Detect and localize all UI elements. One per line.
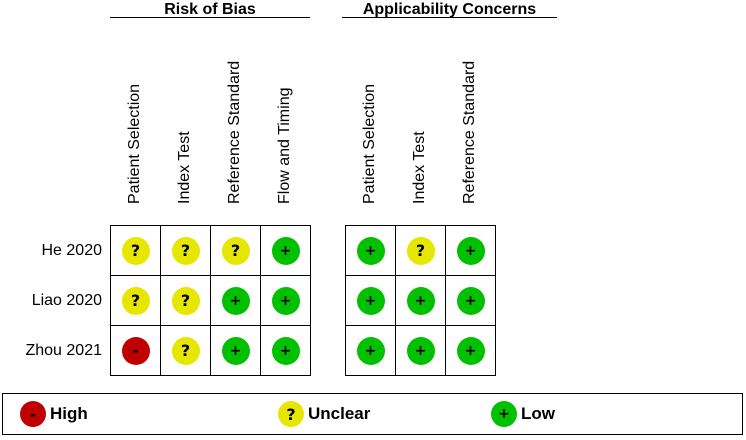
assessment-cell: + [261,226,311,276]
legend-label-high: High [50,404,88,423]
assessment-cell: + [261,326,311,376]
plus-icon: + [491,401,517,427]
assessment-cell: ? [396,226,446,276]
column-label: Index Test [176,131,193,204]
rob-column-reference-standard: Reference Standard [210,47,260,222]
plus-icon: + [356,236,385,265]
question-mark-icon: ? [406,236,435,265]
legend-label-low: Low [521,404,555,423]
legend-item-low: + Low [491,394,555,434]
minus-icon: - [20,401,46,427]
column-label: Reference Standard [461,60,478,204]
plus-icon: + [356,336,385,365]
assessment-cell: ? [161,276,211,326]
assessment-cell: + [396,326,446,376]
question-mark-icon: ? [171,236,200,265]
assessment-cell: + [346,276,396,326]
question-mark-icon: ? [121,236,150,265]
assessment-cell: ? [111,276,161,326]
applicability-column-index-test: Index Test [395,47,445,222]
assessment-cell: ? [111,226,161,276]
column-label: Index Test [411,131,428,204]
study-label: Zhou 2021 [25,342,102,359]
column-label: Patient Selection [361,83,378,204]
assessment-cell: - [111,326,161,376]
assessment-cell: + [346,226,396,276]
minus-icon: - [121,336,150,365]
assessment-cell: + [211,276,261,326]
applicability-concerns-title: Applicability Concerns [362,1,537,18]
plus-icon: + [221,286,250,315]
assessment-cell: ? [211,226,261,276]
legend: - High ? Unclear + Low [2,393,743,435]
plus-icon: + [456,336,485,365]
question-mark-icon: ? [121,286,150,315]
plus-icon: + [271,236,300,265]
plus-icon: + [271,336,300,365]
assessment-cell: + [396,276,446,326]
rob-column-flow-and-timing: Flow and Timing [260,47,310,222]
assessment-cell: + [446,326,496,376]
assessment-cell: ? [161,326,211,376]
plus-icon: + [356,286,385,315]
legend-label-unclear: Unclear [308,404,371,423]
applicability-concerns-grid: +? + + + + + + + [345,225,496,376]
question-mark-icon: ? [171,286,200,315]
question-mark-icon: ? [278,401,304,427]
assessment-cell: ? [161,226,211,276]
applicability-concerns-underline [342,17,557,18]
column-label: Patient Selection [126,83,143,204]
risk-of-bias-grid: ??? +?? + + -? + + [110,225,311,376]
assessment-cell: + [446,226,496,276]
plus-icon: + [456,286,485,315]
assessment-cell: + [211,326,261,376]
assessment-cell: + [446,276,496,326]
plus-icon: + [221,336,250,365]
legend-item-high: - High [20,394,88,434]
study-label: He 2020 [41,242,103,259]
question-mark-icon: ? [221,236,250,265]
question-mark-icon: ? [171,336,200,365]
applicability-column-patient-selection: Patient Selection [345,47,395,222]
legend-item-unclear: ? Unclear [278,394,370,434]
risk-of-bias-title: Risk of Bias [164,1,256,18]
rob-column-patient-selection: Patient Selection [110,47,160,222]
plus-icon: + [271,286,300,315]
column-label: Reference Standard [226,60,243,204]
plus-icon: + [456,236,485,265]
plus-icon: + [406,286,435,315]
assessment-cell: + [261,276,311,326]
applicability-column-reference-standard: Reference Standard [445,47,495,222]
study-label: Liao 2020 [31,292,102,309]
rob-column-index-test: Index Test [160,47,210,222]
risk-of-bias-underline [110,17,310,18]
assessment-cell: + [346,326,396,376]
column-label: Flow and Timing [276,87,293,205]
plus-icon: + [406,336,435,365]
